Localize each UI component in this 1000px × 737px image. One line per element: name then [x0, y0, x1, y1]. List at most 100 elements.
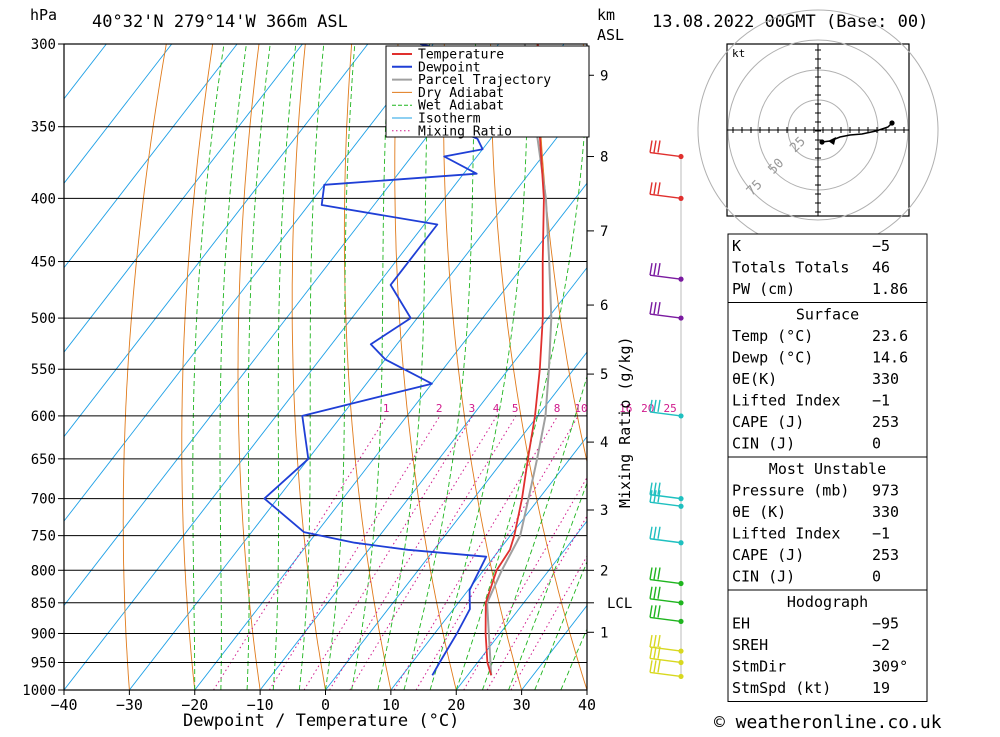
- wind-barb-feather: [653, 660, 657, 673]
- height-tick-label: 1: [600, 625, 608, 641]
- height-tick-label: LCL: [607, 596, 632, 612]
- isotherm-line: [64, 44, 434, 522]
- wind-barb-feather: [653, 646, 657, 659]
- indices-tables: K −5 Totals Totals 46 PW (cm) 1.86 Surface Temp…: [727, 233, 928, 702]
- wind-barb-staff: [649, 657, 682, 664]
- index-label: θE (K): [732, 503, 786, 521]
- wind-barb-staff: [649, 616, 682, 623]
- wind-barb-feather: [653, 140, 657, 153]
- wind-barb-feather: [653, 301, 657, 315]
- wind-barb-feather: [657, 605, 661, 618]
- wind-barb-feather: [653, 567, 657, 580]
- wind-barb-feather: [649, 634, 653, 648]
- dry-adiabat-line: [122, 44, 167, 690]
- index-label: StmDir: [732, 658, 786, 676]
- mixing-ratio-label: 4: [493, 402, 500, 415]
- mixing-ratio-labels: 1 2 3 4 5 8 10 16 20 25: [383, 402, 677, 415]
- pressure-tick-label: 900: [31, 626, 56, 642]
- isotherm-line: [64, 44, 173, 184]
- parcel-trajectory-line: [486, 44, 553, 676]
- wind-barb-feather: [657, 301, 661, 315]
- wind-barb-feather: [649, 301, 653, 315]
- wind-barb-staff: [649, 274, 682, 280]
- index-value: −2: [872, 636, 890, 654]
- table-title: Hodograph: [787, 593, 868, 611]
- wind-barb-dot: [678, 153, 684, 160]
- mixing-ratio-line: [415, 415, 579, 690]
- wind-barbs: [649, 140, 684, 680]
- index-label: PW (cm): [732, 280, 795, 298]
- isotherm-line: [64, 44, 238, 269]
- wind-barb-dot: [678, 648, 684, 654]
- wind-barb-staff: [649, 313, 682, 319]
- index-value: 14.6: [872, 349, 908, 367]
- dry-adiabat-line: [954, 44, 1000, 690]
- wind-barb-feather: [657, 182, 661, 195]
- isotherm-line: [64, 44, 303, 353]
- index-value: 1.86: [872, 280, 908, 298]
- wind-barb-staff: [649, 598, 682, 604]
- isotherm-line: [259, 266, 587, 690]
- wind-barb-dot: [678, 195, 684, 201]
- index-value: 253: [872, 413, 899, 431]
- wind-barb-dot: [678, 413, 684, 419]
- wind-barb-staff: [649, 538, 682, 544]
- mixing-ratio-label: 10: [574, 402, 587, 415]
- index-label: SREH: [732, 636, 768, 654]
- pressure-tick-label: 950: [31, 655, 56, 671]
- plot-frame: [63, 43, 588, 691]
- wet-adiabat-line: [455, 87, 587, 690]
- wind-barb-feather: [653, 263, 657, 276]
- wind-barb-feather: [657, 140, 661, 153]
- isobars: [64, 126, 587, 663]
- mixing-ratio-line: [213, 415, 388, 690]
- table-title: Most Unstable: [769, 460, 886, 478]
- mixing-ratio-label: 1: [383, 402, 390, 415]
- wind-barb-feather: [649, 490, 653, 503]
- index-value: 0: [872, 435, 881, 453]
- index-label: EH: [732, 615, 750, 633]
- index-value: 253: [872, 546, 899, 564]
- wind-barb-feather: [649, 182, 653, 195]
- index-value: 309°: [872, 658, 908, 676]
- wind-barb-staff: [649, 151, 682, 158]
- wet-adiabat-line: [219, 44, 247, 690]
- location-title: 40°32'N 279°14'W 366m ASL: [92, 12, 348, 32]
- wind-barb-dot: [678, 496, 684, 502]
- wind-barb-feather: [657, 490, 661, 503]
- index-value: 330: [872, 503, 899, 521]
- wind-barb-feather: [649, 263, 653, 276]
- wind-barb-feather: [657, 646, 661, 659]
- isotherm-line: [64, 44, 369, 438]
- wind-barb-dot: [678, 580, 684, 587]
- legend-label: Wet Adiabat: [418, 99, 504, 114]
- pressure-tick-label: 1000: [22, 683, 56, 699]
- wind-barb-feather: [653, 482, 657, 495]
- legend-label: Dewpoint: [418, 60, 481, 75]
- index-value: 330: [872, 370, 899, 388]
- wind-barb-staff: [649, 578, 682, 585]
- height-unit-asl: ASL: [597, 26, 624, 44]
- legend-label: Parcel Trajectory: [418, 73, 551, 88]
- wind-barb-feather: [653, 399, 657, 413]
- wet-adiabat-line: [246, 44, 271, 690]
- index-label: Lifted Index: [732, 392, 840, 410]
- wet-adiabat-line: [403, 44, 477, 690]
- pressure-tick-label: 500: [31, 311, 56, 327]
- mixing-ratio-axis-title: Mixing Ratio (g/kg): [616, 336, 634, 508]
- wind-barb-feather: [649, 586, 653, 599]
- height-tick-label: 7: [600, 224, 608, 240]
- wet-adiabat-line: [192, 44, 225, 690]
- isotherm-line: [129, 98, 587, 690]
- legend-label: Dry Adiabat: [418, 86, 504, 101]
- pressure-tick-label: 650: [31, 452, 56, 468]
- pressure-tick-label: 600: [31, 409, 56, 425]
- mixing-ratio-line: [510, 555, 587, 690]
- wind-barb-feather: [657, 399, 661, 413]
- wind-barb-feather: [653, 526, 657, 539]
- wet-adiabat-line: [298, 44, 325, 690]
- pressure-tick-label: 450: [31, 255, 56, 271]
- mixing-ratio-line: [393, 415, 559, 690]
